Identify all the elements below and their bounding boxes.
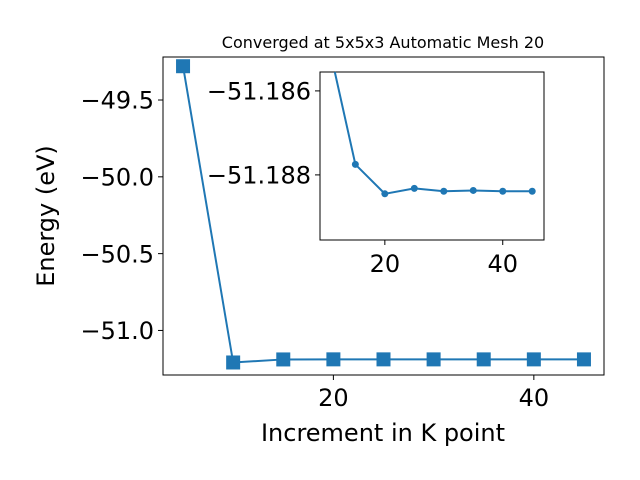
x-tick-label: 20 xyxy=(318,384,349,412)
y-tick-label: −49.5 xyxy=(80,87,154,115)
data-point xyxy=(326,352,341,367)
data-point xyxy=(526,352,541,367)
y-tick-label: −51.186 xyxy=(207,78,311,106)
main-y-axis-label: Energy (eV) xyxy=(32,145,60,287)
series-line xyxy=(333,71,533,195)
main-ticks: 20 40 −49.5 −50.0 −50.5 −51.0 xyxy=(80,87,549,412)
x-tick-label: 40 xyxy=(487,250,518,278)
x-tick-label: 40 xyxy=(519,384,550,412)
data-point xyxy=(426,352,441,367)
data-point xyxy=(528,187,536,195)
data-point xyxy=(469,186,477,194)
data-point xyxy=(351,160,359,168)
data-point xyxy=(410,184,418,192)
data-point xyxy=(381,190,389,198)
inset-plot-frame xyxy=(319,71,545,241)
main-x-axis-label: Increment in K point xyxy=(261,419,505,447)
y-tick-label: −50.0 xyxy=(80,163,154,191)
inset-ticks: 20 40 −51.188 −51.186 xyxy=(207,78,518,278)
x-tick-label: 20 xyxy=(370,250,401,278)
y-tick-label: −50.5 xyxy=(80,240,154,268)
data-point xyxy=(226,355,241,370)
data-point xyxy=(499,187,507,195)
main-series xyxy=(176,59,591,370)
main-chart-title: Converged at 5x5x3 Automatic Mesh 20 xyxy=(222,33,544,52)
inset-series xyxy=(333,71,536,198)
data-point xyxy=(440,187,448,195)
data-point xyxy=(176,59,191,74)
data-point xyxy=(376,352,391,367)
data-point xyxy=(276,352,291,367)
y-tick-label: −51.0 xyxy=(80,317,154,345)
y-tick-label: −51.188 xyxy=(207,162,311,190)
data-point xyxy=(576,352,591,367)
inset-axes: 20 40 −51.188 −51.186 xyxy=(207,71,545,278)
data-point xyxy=(476,352,491,367)
